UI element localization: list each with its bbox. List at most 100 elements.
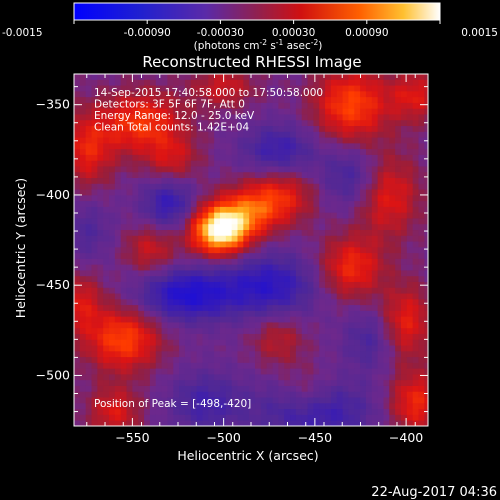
heatmap-cell [307, 183, 314, 190]
heatmap-cell [79, 212, 87, 219]
heatmap-cell [389, 148, 396, 155]
heatmap-cell [74, 90, 81, 98]
heatmap-cell [138, 137, 145, 144]
heatmap-cell [237, 316, 244, 323]
heatmap-cell [255, 310, 262, 317]
heatmap-cell [179, 137, 186, 144]
heatmap-cell [249, 177, 256, 184]
heatmap-cell [243, 310, 250, 317]
heatmap-cell [278, 281, 285, 288]
heatmap-cell [208, 391, 215, 398]
heatmap-cell [79, 166, 87, 173]
heatmap-cell [418, 194, 425, 202]
heatmap-cell [418, 293, 425, 300]
heatmap-cell [167, 189, 174, 196]
heatmap-cell [138, 85, 145, 92]
heatmap-cell [313, 420, 320, 426]
heatmap-cell [383, 345, 390, 352]
heatmap-cell [120, 194, 127, 202]
heatmap-cell [278, 148, 285, 155]
heatmap-cell [249, 85, 256, 92]
heatmap-cell [237, 85, 244, 92]
heatmap-cell [167, 339, 174, 346]
heatmap-cell [208, 177, 215, 184]
heatmap-cell [249, 194, 256, 202]
heatmap-cell [377, 339, 384, 346]
heatmap-cell [208, 379, 215, 386]
heatmap-cell [144, 368, 151, 375]
heatmap-cell [260, 264, 268, 271]
heatmap-cell [342, 177, 349, 184]
heatmap-cell [383, 189, 390, 196]
heatmap-cell [360, 379, 367, 386]
heatmap-cell [260, 131, 268, 138]
heatmap-cell [330, 333, 338, 340]
heatmap-cell [284, 142, 291, 150]
heatmap-cell [202, 368, 209, 375]
heatmap-cell [400, 125, 408, 132]
heatmap-cell [126, 287, 133, 294]
heatmap-cell [348, 96, 355, 103]
heatmap-cell [126, 339, 133, 346]
heatmap-cell [120, 177, 127, 184]
heatmap-cell [272, 339, 279, 346]
heatmap-cell [325, 229, 332, 236]
heatmap-cell [278, 356, 285, 363]
heatmap-cell [74, 160, 81, 167]
heatmap-cell [336, 362, 344, 369]
heatmap-cell [91, 385, 98, 392]
heatmap-cell [103, 287, 110, 294]
heatmap-cell [395, 304, 402, 311]
heatmap-cell [126, 397, 133, 404]
heatmap-cell [342, 90, 349, 98]
heatmap-cell [126, 350, 133, 358]
heatmap-cell [155, 414, 162, 421]
heatmap-cell [284, 339, 291, 346]
heatmap-cell [377, 90, 384, 98]
heatmap-cell [179, 298, 186, 306]
heatmap-cell [202, 356, 209, 363]
heatmap-cell [354, 275, 361, 282]
heatmap-cell [313, 223, 320, 231]
heatmap-cell [400, 131, 408, 138]
heatmap-cell [231, 154, 238, 161]
heatmap-cell [85, 385, 92, 392]
heatmap-cell [120, 420, 127, 426]
heatmap-cell [179, 90, 186, 98]
heatmap-cell [383, 108, 390, 115]
heatmap-cell [272, 310, 279, 317]
heatmap-cell [109, 74, 116, 80]
heatmap-cell [167, 333, 174, 340]
heatmap-cell [255, 119, 262, 127]
heatmap-cell [424, 368, 428, 375]
heatmap-cell [167, 345, 174, 352]
heatmap-cell [371, 408, 379, 415]
heatmap-cell [173, 397, 180, 404]
heatmap-cell [290, 304, 297, 311]
heatmap-cell [184, 241, 192, 248]
heatmap-cell [132, 79, 139, 86]
heatmap-cell [325, 246, 332, 254]
heatmap-cell [208, 246, 215, 254]
heatmap-cell [79, 333, 87, 340]
heatmap-cell [144, 322, 151, 329]
heatmap-cell [301, 385, 308, 392]
heatmap-cell [301, 90, 308, 98]
heatmap-cell [237, 339, 244, 346]
colorbar-tick-label: 0.00030 [272, 27, 315, 39]
heatmap-cell [400, 368, 408, 375]
heatmap-cell [91, 114, 98, 121]
heatmap-cell [266, 356, 273, 363]
heatmap-cell [342, 125, 349, 132]
heatmap-cell [295, 270, 303, 277]
heatmap-cell [196, 327, 203, 334]
heatmap-cell [243, 79, 250, 86]
heatmap-cell [97, 166, 104, 173]
heatmap-cell [336, 119, 344, 127]
heatmap-cell [85, 374, 92, 381]
heatmap-cell [325, 333, 332, 340]
heatmap-cell [336, 177, 344, 184]
heatmap-cell [103, 194, 110, 202]
heatmap-cell [214, 293, 221, 300]
heatmap-cell [406, 200, 414, 207]
